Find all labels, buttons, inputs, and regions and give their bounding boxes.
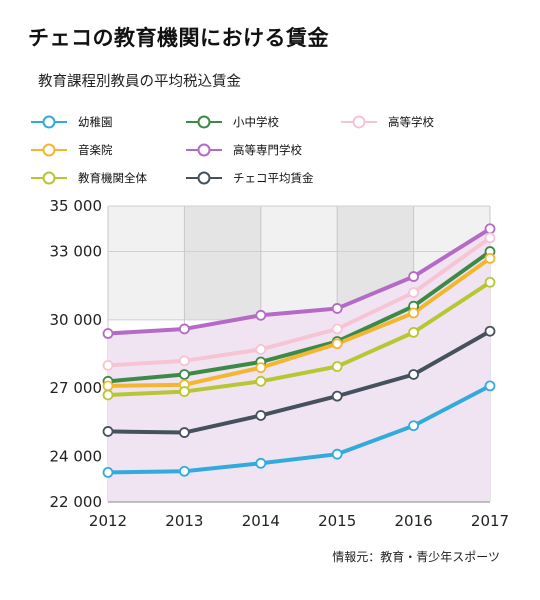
data-point	[331, 390, 343, 402]
data-point	[484, 252, 496, 264]
data-point	[484, 276, 496, 288]
chart-subtitle: 教育課程別教員の平均税込賃金	[38, 74, 241, 90]
legend-swatch-icon	[186, 171, 222, 185]
y-tick-label: 22 000	[50, 493, 103, 511]
data-point	[331, 323, 343, 335]
data-point	[178, 323, 190, 335]
x-tick-label: 2016	[395, 512, 433, 530]
data-point	[102, 359, 114, 371]
column-band	[108, 206, 185, 320]
series-line	[106, 280, 492, 397]
column-band	[184, 206, 261, 320]
series-line	[106, 256, 492, 388]
legend-item[interactable]: 教育機関全体	[30, 170, 147, 186]
data-point	[255, 457, 267, 469]
y-tick-label: 33 000	[50, 243, 103, 261]
legend-label: 音楽院	[78, 143, 113, 157]
data-point	[102, 426, 114, 437]
legend-label: チェコ平均賃金	[233, 171, 314, 185]
series-line	[106, 329, 492, 435]
legend-item[interactable]: 小中学校	[185, 114, 279, 130]
data-point	[484, 223, 496, 235]
data-point	[331, 361, 343, 372]
x-tick-label: 2013	[165, 512, 203, 530]
data-point	[408, 271, 420, 282]
legend-label: 幼稚園	[78, 115, 113, 129]
y-tick-label: 30 000	[50, 311, 103, 329]
data-point	[102, 466, 114, 478]
data-point	[484, 232, 496, 244]
legend-label: 高等専門学校	[233, 143, 302, 157]
series-line	[106, 249, 492, 384]
data-point	[331, 448, 343, 460]
data-point	[178, 386, 190, 397]
data-point	[255, 362, 267, 374]
data-point	[255, 344, 267, 355]
legend-swatch-icon	[341, 115, 377, 129]
x-tick-label: 2012	[89, 512, 127, 530]
series-line	[106, 235, 492, 368]
chart-title: チェコの教育機関における賃金	[28, 26, 329, 50]
data-point	[408, 307, 420, 319]
source-note: 情報元：教育・青少年スポーツ	[332, 550, 500, 564]
legend-swatch-icon	[186, 143, 222, 157]
data-point	[102, 389, 114, 401]
y-tick-label: 35 000	[50, 197, 103, 215]
data-point	[408, 369, 420, 380]
legend-item[interactable]: チェコ平均賃金	[185, 170, 314, 186]
legend-label: 教育機関全体	[78, 171, 147, 185]
legend-label: 高等学校	[388, 115, 434, 129]
x-tick-label: 2014	[242, 512, 280, 530]
data-point	[178, 465, 190, 477]
column-band	[260, 206, 338, 320]
legend-swatch-icon	[31, 115, 67, 129]
data-point	[178, 355, 190, 367]
legend-item[interactable]: 高等学校	[340, 114, 434, 130]
y-tick-label: 24 000	[50, 447, 103, 465]
data-point	[178, 427, 190, 438]
data-point	[408, 420, 420, 432]
data-point	[408, 326, 420, 338]
legend-item[interactable]: 音楽院	[30, 142, 113, 158]
legend-swatch-icon	[31, 143, 67, 157]
x-tick-label: 2015	[318, 512, 356, 530]
legend-swatch-icon	[186, 115, 222, 129]
data-point	[484, 380, 496, 392]
legend-swatch-icon	[31, 171, 67, 185]
legend-label: 小中学校	[233, 115, 279, 129]
data-point	[255, 410, 267, 421]
data-point	[255, 309, 267, 321]
x-tick-label: 2017	[471, 512, 509, 530]
series-line	[106, 226, 492, 336]
data-point	[408, 287, 420, 298]
data-point	[102, 380, 114, 392]
data-point	[331, 303, 343, 314]
legend-item[interactable]: 高等専門学校	[185, 142, 302, 158]
data-point	[102, 328, 114, 339]
data-point	[178, 369, 190, 380]
series-line	[106, 383, 492, 475]
line-chart: 22 000 24 000 27 000 30 000 33 000 35 000 2012…	[50, 197, 510, 530]
data-point	[484, 325, 496, 337]
data-point	[331, 338, 343, 350]
y-tick-label: 27 000	[50, 379, 103, 397]
legend-item[interactable]: 幼稚園	[30, 114, 113, 130]
data-point	[255, 375, 267, 387]
